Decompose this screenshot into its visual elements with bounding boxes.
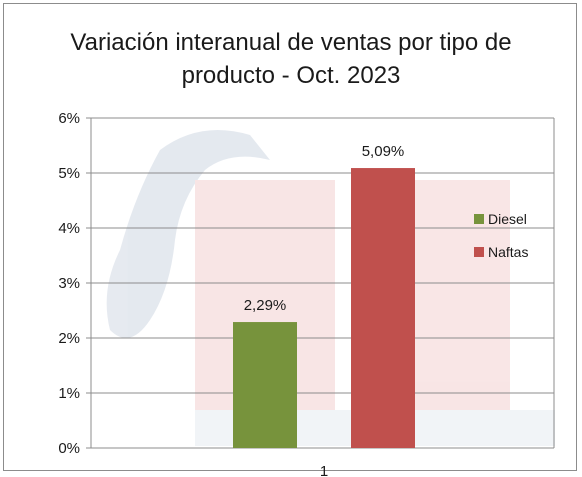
bar-naftas <box>351 168 415 449</box>
x-tick-label: 1 <box>320 463 328 477</box>
y-tick-label: 4% <box>58 220 80 237</box>
legend-swatch-diesel <box>474 214 484 224</box>
legend-label-diesel: Diesel <box>488 211 527 227</box>
bar-diesel <box>233 322 297 448</box>
data-label-diesel: 2,29% <box>244 297 287 314</box>
data-label-naftas: 5,09% <box>362 143 405 160</box>
bar-data-labels: 2,29% 5,09% <box>244 143 405 314</box>
axis <box>90 118 555 449</box>
y-tick-label: 1% <box>58 385 80 402</box>
y-tick-label: 6% <box>58 110 80 127</box>
bars <box>233 168 415 449</box>
chart-title: Variación interanual de ventas por tipo … <box>70 29 512 89</box>
legend: Diesel Naftas <box>474 211 528 260</box>
y-tick-label: 5% <box>58 165 80 182</box>
legend-label-naftas: Naftas <box>488 244 528 260</box>
watermark-logo <box>106 130 555 446</box>
x-tick-labels: 1 <box>320 463 328 477</box>
y-tick-label: 2% <box>58 330 80 347</box>
legend-swatch-naftas <box>474 247 484 257</box>
y-tick-label: 3% <box>58 275 80 292</box>
y-tick-labels: 0% 1% 2% 3% 4% 5% 6% <box>58 110 80 457</box>
y-tick-label: 0% <box>58 440 80 457</box>
